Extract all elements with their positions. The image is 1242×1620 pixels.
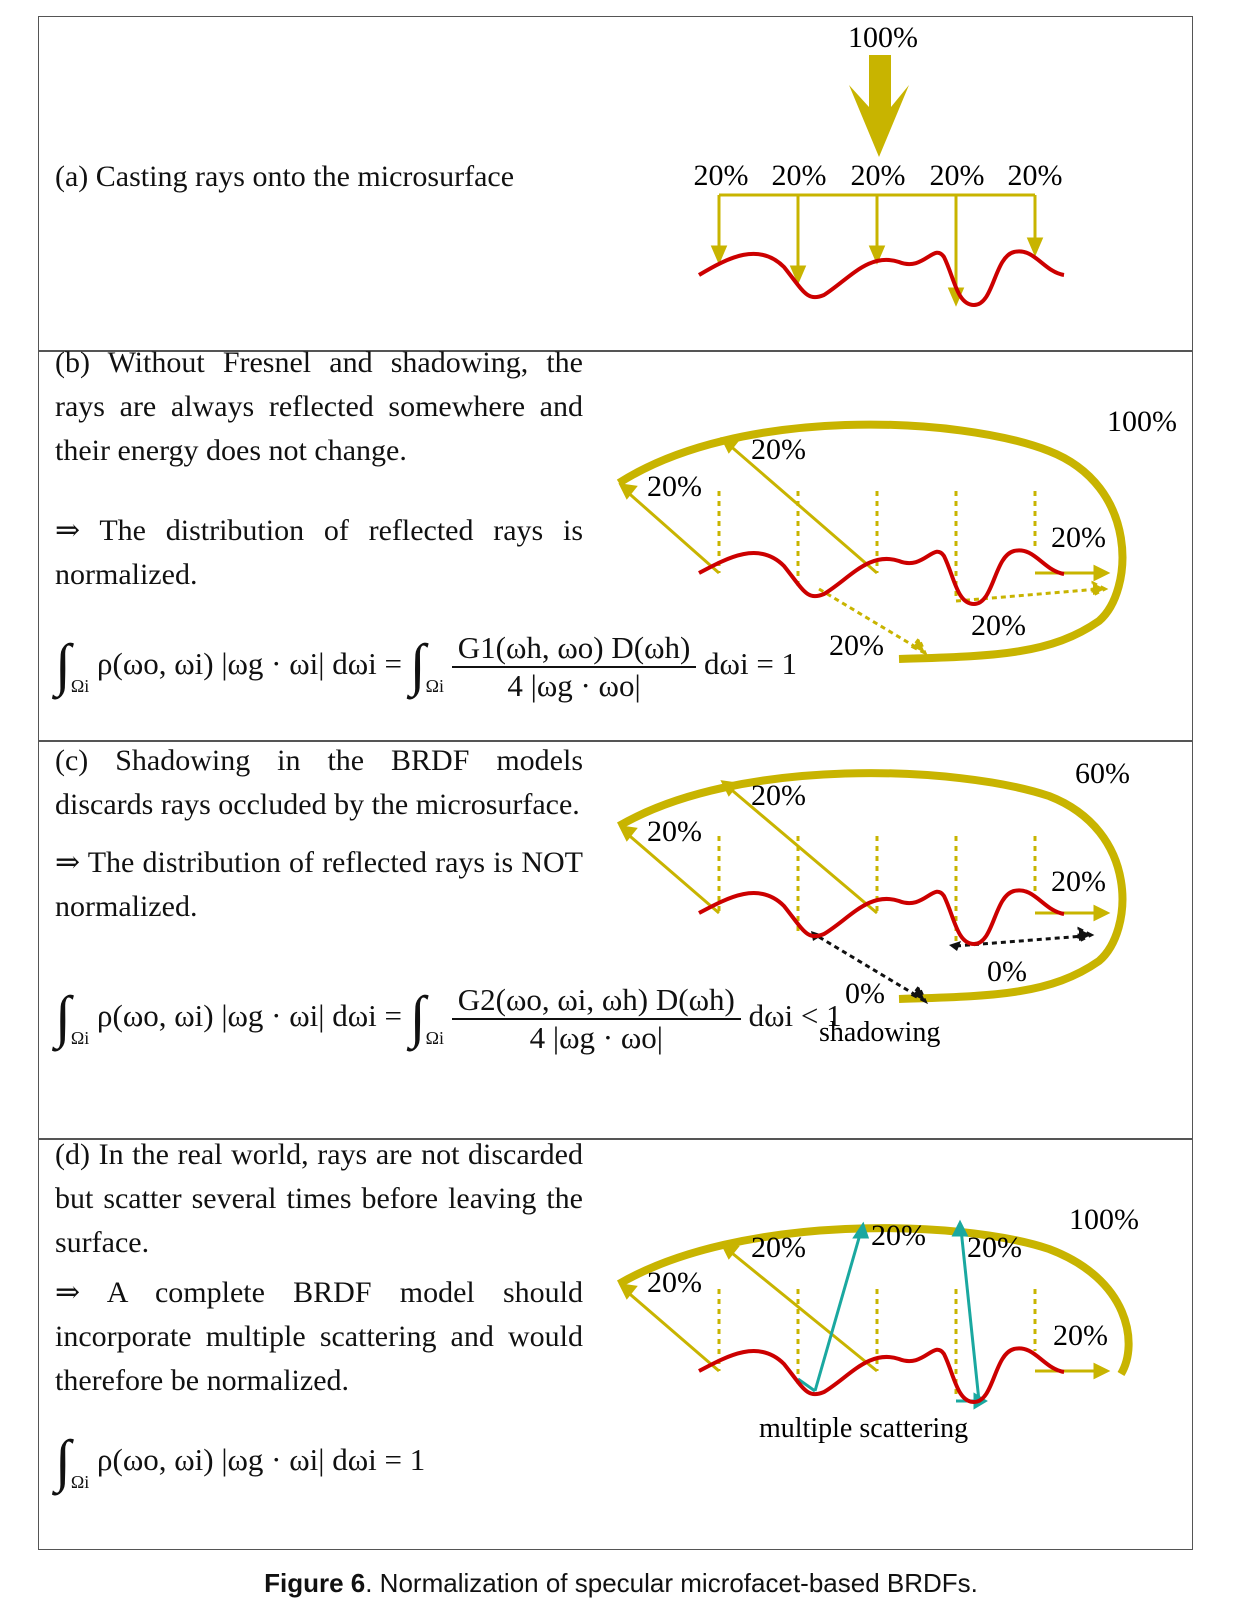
multiple-scattering-rays: [797, 1219, 988, 1410]
ray-label-1: 20%: [694, 159, 749, 192]
microsurface-c: [698, 888, 1065, 947]
ray-label-5: 20%: [1008, 159, 1063, 192]
hemisphere-c: [616, 769, 1127, 1003]
microsurface-b: [698, 548, 1065, 607]
ray-label-3: 20%: [851, 159, 906, 192]
panel-d-text-2: ⇒ A complete BRDF model should incorpora…: [55, 1276, 583, 1397]
incoming-label: 100%: [848, 21, 918, 54]
label-b-3: 20%: [1051, 521, 1106, 554]
ray-label-4: 20%: [930, 159, 985, 192]
panel-d-diagram: 100% 20% 20% 20% 20% 20% multiple scatte…: [616, 1203, 1139, 1444]
hemisphere-b: [616, 420, 1127, 663]
hemisphere-d: [616, 1224, 1133, 1377]
label-c-5: 0%: [845, 977, 885, 1010]
label-b-5: 20%: [829, 629, 884, 662]
label-c-4: 0%: [987, 955, 1027, 988]
label-c-3: 20%: [1051, 865, 1106, 898]
integral-sign: ∫: [55, 632, 71, 697]
panel-d-text-1: (d) In the real world, rays are not disc…: [55, 1138, 583, 1259]
panel-b-text-1: (b) Without Fresnel and shadowing, the r…: [55, 346, 583, 467]
label-b-2: 20%: [751, 433, 806, 466]
panel-c-text-1: (c) Shadowing in the BRDF models discard…: [55, 744, 583, 821]
panel-c: (c) Shadowing in the BRDF models discard…: [38, 740, 1193, 1140]
microsurface-d: [698, 1346, 1065, 1405]
panel-c-equation: ∫Ωi ρ(ωo, ωi) |ωg · ωi| dωi = ∫Ωi G2(ωo,…: [55, 981, 842, 1055]
total-label-d: 100%: [1069, 1203, 1139, 1236]
panel-d: (d) In the real world, rays are not disc…: [38, 1138, 1193, 1550]
incoming-ray-arrow: [849, 55, 909, 157]
panel-c-text-2: ⇒ The distribution of reflected rays is …: [55, 846, 583, 923]
panel-c-diagram: 60% 20% 20% 20% 0% 0% shadowing: [616, 757, 1130, 1048]
label-c-1: 20%: [647, 815, 702, 848]
panel-a-text: (a) Casting rays onto the microsurface: [55, 160, 515, 193]
panel-a: (a) Casting rays onto the microsurface 1…: [38, 16, 1193, 352]
label-b-1: 20%: [647, 470, 702, 503]
panel-b-diagram: 100% 20% 20% 20% 20% 20%: [616, 405, 1177, 663]
panel-d-equation: ∫Ωi ρ(ωo, ωi) |ωg · ωi| dωi = 1: [55, 1428, 426, 1493]
panel-a-diagram: 100% 20% 20% 20% 20% 20%: [694, 21, 1065, 308]
label-d-4: 20%: [967, 1231, 1022, 1264]
figure-number: Figure 6: [264, 1568, 366, 1598]
panel-b: (b) Without Fresnel and shadowing, the r…: [38, 346, 1193, 742]
label-d-1: 20%: [647, 1266, 702, 1299]
caption-text: . Normalization of specular microfacet-b…: [365, 1568, 978, 1598]
microsurface-a: [697, 249, 1065, 308]
label-d-5: 20%: [1053, 1319, 1108, 1352]
total-label-b: 100%: [1107, 405, 1177, 438]
figure-caption: Figure 6. Normalization of specular micr…: [0, 1568, 1242, 1599]
panel-b-text-2: ⇒ The distribution of reflected rays is …: [55, 514, 583, 591]
incident-rays: [710, 195, 1044, 307]
total-label-c: 60%: [1075, 757, 1130, 790]
label-d-2: 20%: [751, 1231, 806, 1264]
shadowing-label: shadowing: [819, 1017, 940, 1048]
label-b-4: 20%: [971, 609, 1026, 642]
multiple-scattering-label: multiple scattering: [759, 1413, 968, 1444]
panel-b-equation: ∫Ωi ρ(ωo, ωi) |ωg · ωi| dωi = ∫Ωi G1(ωh,…: [55, 629, 798, 703]
label-c-2: 20%: [751, 779, 806, 812]
ray-label-2: 20%: [772, 159, 827, 192]
label-d-3: 20%: [871, 1219, 926, 1252]
